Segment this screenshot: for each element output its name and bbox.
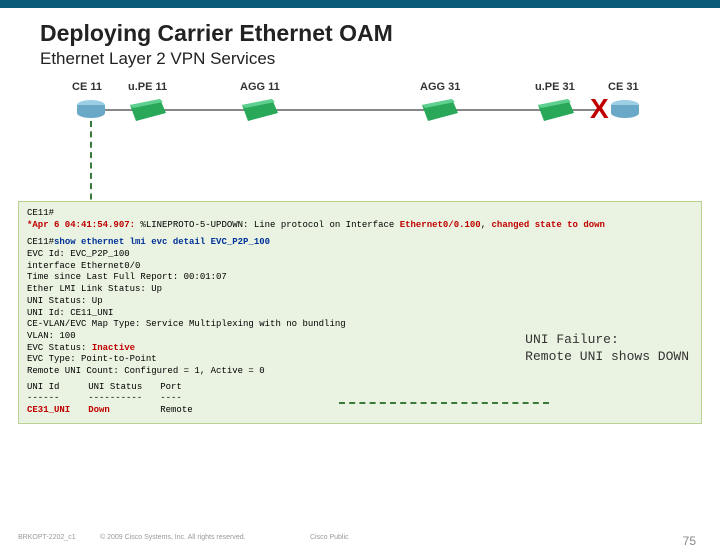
log-tail-pre: , bbox=[481, 220, 492, 230]
terminal-cmd-line: CE11#show ethernet lmi evc detail EVC_P2… bbox=[27, 237, 693, 249]
annotation-line1: UNI Failure: bbox=[525, 332, 689, 349]
terminal-output: CE11# *Apr 6 04:41:54.907: %LINEPROTO-5-… bbox=[18, 201, 702, 424]
uni-dash: ------ ---------- ---- bbox=[27, 393, 211, 405]
out-3: Ether LMI Link Status: Up bbox=[27, 284, 693, 296]
uni-d1: ---------- bbox=[88, 393, 160, 405]
node-label-upe11: u.PE 11 bbox=[128, 81, 167, 93]
uni-table: UNI Id UNI Status Port ------ ----------… bbox=[27, 382, 211, 417]
out-11: Remote UNI Count: Configured = 1, Active… bbox=[27, 366, 693, 378]
uni-row: CE31_UNI Down Remote bbox=[27, 405, 211, 417]
node-label-ce31: CE 31 bbox=[608, 81, 639, 93]
device-agg11 bbox=[242, 99, 278, 121]
device-upe31 bbox=[538, 99, 574, 121]
footer-page: 75 bbox=[683, 534, 696, 548]
cmd-prompt: CE11# bbox=[27, 237, 54, 247]
uni-r0: CE31_UNI bbox=[27, 405, 88, 417]
top-accent-bar bbox=[0, 0, 720, 8]
out-1: interface Ethernet0/0 bbox=[27, 261, 693, 273]
annotation-line2: Remote UNI shows DOWN bbox=[525, 349, 689, 366]
page-title: Deploying Carrier Ethernet OAM bbox=[40, 20, 680, 47]
log-tail: changed state to down bbox=[492, 220, 605, 230]
failure-x-icon: X bbox=[590, 93, 609, 125]
uni-h0: UNI Id bbox=[27, 382, 88, 394]
log-mid: %LINEPROTO-5-UPDOWN: Line protocol on In… bbox=[135, 220, 400, 230]
node-label-ce11: CE 11 bbox=[72, 81, 102, 93]
network-diagram: CE 11 u.PE 11 AGG 11 AGG 31 u.PE 31 CE 3… bbox=[30, 81, 690, 201]
evc-status-value: Inactive bbox=[92, 343, 135, 353]
terminal-log-line: *Apr 6 04:41:54.907: %LINEPROTO-5-UPDOWN… bbox=[27, 220, 693, 232]
uni-h2: Port bbox=[160, 382, 210, 394]
out-0: EVC Id: EVC_P2P_100 bbox=[27, 249, 693, 261]
uni-r2: Remote bbox=[160, 405, 210, 417]
uni-header: UNI Id UNI Status Port bbox=[27, 382, 211, 394]
uni-r1: Down bbox=[88, 405, 160, 417]
device-agg31 bbox=[422, 99, 458, 121]
page-subtitle: Ethernet Layer 2 VPN Services bbox=[40, 49, 680, 69]
evc-status-label: EVC Status: bbox=[27, 343, 92, 353]
annotation-box: UNI Failure: Remote UNI shows DOWN bbox=[525, 332, 689, 366]
uni-h1: UNI Status bbox=[88, 382, 160, 394]
uni-d2: ---- bbox=[160, 393, 210, 405]
terminal-prompt: CE11# bbox=[27, 208, 693, 220]
device-ce31 bbox=[610, 99, 640, 117]
out-4: UNI Status: Up bbox=[27, 296, 693, 308]
out-2: Time since Last Full Report: 00:01:07 bbox=[27, 272, 693, 284]
device-ce11 bbox=[76, 99, 106, 117]
link-line bbox=[100, 109, 600, 111]
out-5: UNI Id: CE11_UNI bbox=[27, 308, 693, 320]
log-timestamp: *Apr 6 04:41:54.907: bbox=[27, 220, 135, 230]
cmd-text: show ethernet lmi evc detail EVC_P2P_100 bbox=[54, 237, 270, 247]
node-label-upe31: u.PE 31 bbox=[535, 81, 575, 93]
device-upe11 bbox=[130, 99, 166, 121]
uni-d0: ------ bbox=[27, 393, 88, 405]
node-label-agg31: AGG 31 bbox=[420, 81, 460, 93]
dashed-arrow bbox=[339, 402, 549, 404]
title-area: Deploying Carrier Ethernet OAM Ethernet … bbox=[0, 8, 720, 73]
out-6: CE-VLAN/EVC Map Type: Service Multiplexi… bbox=[27, 319, 693, 331]
log-intf: Ethernet0/0.100 bbox=[400, 220, 481, 230]
node-label-agg11: AGG 11 bbox=[240, 81, 280, 93]
